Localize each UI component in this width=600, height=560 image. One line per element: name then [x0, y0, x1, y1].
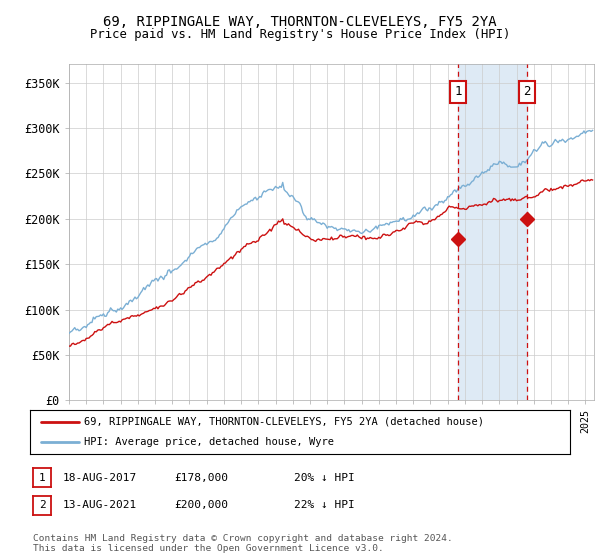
Text: 2: 2 — [38, 500, 46, 510]
Text: 1: 1 — [455, 85, 462, 98]
Text: 13-AUG-2021: 13-AUG-2021 — [63, 500, 137, 510]
Text: £178,000: £178,000 — [174, 473, 228, 483]
Text: 69, RIPPINGALE WAY, THORNTON-CLEVELEYS, FY5 2YA: 69, RIPPINGALE WAY, THORNTON-CLEVELEYS, … — [103, 15, 497, 29]
Text: 2: 2 — [523, 85, 531, 98]
Text: 1: 1 — [38, 473, 46, 483]
Text: Contains HM Land Registry data © Crown copyright and database right 2024.
This d: Contains HM Land Registry data © Crown c… — [33, 534, 453, 553]
Text: HPI: Average price, detached house, Wyre: HPI: Average price, detached house, Wyre — [84, 437, 334, 447]
Bar — [458, 64, 527, 400]
Text: 20% ↓ HPI: 20% ↓ HPI — [294, 473, 355, 483]
Text: £200,000: £200,000 — [174, 500, 228, 510]
Text: 22% ↓ HPI: 22% ↓ HPI — [294, 500, 355, 510]
Text: Price paid vs. HM Land Registry's House Price Index (HPI): Price paid vs. HM Land Registry's House … — [90, 28, 510, 41]
Text: 69, RIPPINGALE WAY, THORNTON-CLEVELEYS, FY5 2YA (detached house): 69, RIPPINGALE WAY, THORNTON-CLEVELEYS, … — [84, 417, 484, 427]
Text: 18-AUG-2017: 18-AUG-2017 — [63, 473, 137, 483]
